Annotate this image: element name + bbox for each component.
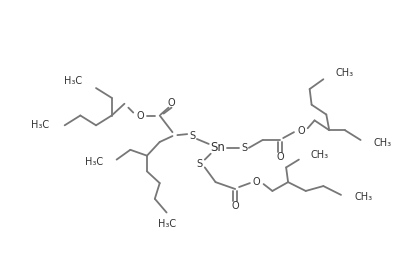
Text: Sn: Sn xyxy=(210,141,225,154)
Text: CH₃: CH₃ xyxy=(373,138,391,148)
Text: CH₃: CH₃ xyxy=(310,150,329,160)
Text: S: S xyxy=(189,131,195,141)
Text: O: O xyxy=(136,111,144,120)
Text: H₃C: H₃C xyxy=(85,157,103,167)
Text: H₃C: H₃C xyxy=(64,76,82,86)
Text: O: O xyxy=(231,201,239,211)
Text: CH₃: CH₃ xyxy=(355,192,373,202)
Text: O: O xyxy=(276,152,284,162)
Text: H₃C: H₃C xyxy=(158,219,176,229)
Text: O: O xyxy=(168,98,175,108)
Text: S: S xyxy=(241,143,247,153)
Text: O: O xyxy=(297,126,305,136)
Text: S: S xyxy=(197,158,203,169)
Text: CH₃: CH₃ xyxy=(335,68,353,78)
Text: O: O xyxy=(253,177,261,187)
Text: H₃C: H₃C xyxy=(31,120,49,130)
